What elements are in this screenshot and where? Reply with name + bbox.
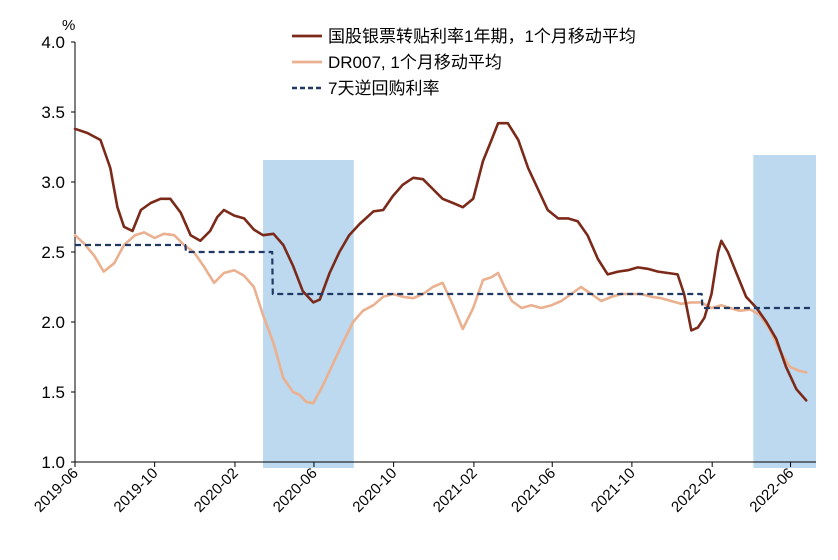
y-tick-label: 2.5 — [41, 243, 65, 262]
x-tick-labels: 2019-06 2019-10 2020-02 2020-06 2020-10 2021-… — [31, 462, 797, 516]
y-tick-label: 4.0 — [41, 33, 65, 52]
shaded-period — [263, 160, 354, 468]
y-tick-label: 2.0 — [41, 313, 65, 332]
x-tick-label: 2021-02 — [430, 465, 481, 516]
x-tick-label: 2019-06 — [31, 465, 82, 516]
shaded-period — [753, 155, 816, 468]
series-line-2 — [73, 231, 808, 405]
series-line-1 — [73, 121, 808, 402]
y-tick-labels: 4.0 3.5 3.0 2.5 2.0 1.5 1.0 — [41, 33, 75, 472]
series-line-3 — [75, 243, 811, 310]
y-tick-label: 1.0 — [41, 453, 65, 472]
series-lines — [73, 121, 811, 405]
axes — [74, 42, 816, 463]
x-tick-label: 2020-02 — [191, 465, 242, 516]
x-tick-label: 2020-10 — [349, 465, 400, 516]
y-tick-label: 3.0 — [41, 173, 65, 192]
y-unit-label: % — [62, 17, 75, 34]
y-tick-label: 1.5 — [41, 383, 65, 402]
x-tick-label: 2021-10 — [588, 465, 639, 516]
x-tick-label: 2019-10 — [111, 465, 162, 516]
x-tick-label: 2022-06 — [746, 465, 797, 516]
legend-label: 7天逆回购利率 — [328, 79, 439, 98]
legend-label: DR007, 1个月移动平均 — [328, 53, 502, 72]
x-tick-label: 2021-06 — [508, 465, 559, 516]
x-tick-label: 2020-06 — [270, 465, 321, 516]
legend: 国股银票转贴利率1年期，1个月移动平均 DR007, 1个月移动平均 7天逆回购利率 — [292, 27, 636, 98]
shaded-periods — [263, 155, 816, 468]
x-tick-label: 2022-02 — [668, 465, 719, 516]
legend-label: 国股银票转贴利率1年期，1个月移动平均 — [328, 27, 636, 46]
y-tick-label: 3.5 — [41, 103, 65, 122]
